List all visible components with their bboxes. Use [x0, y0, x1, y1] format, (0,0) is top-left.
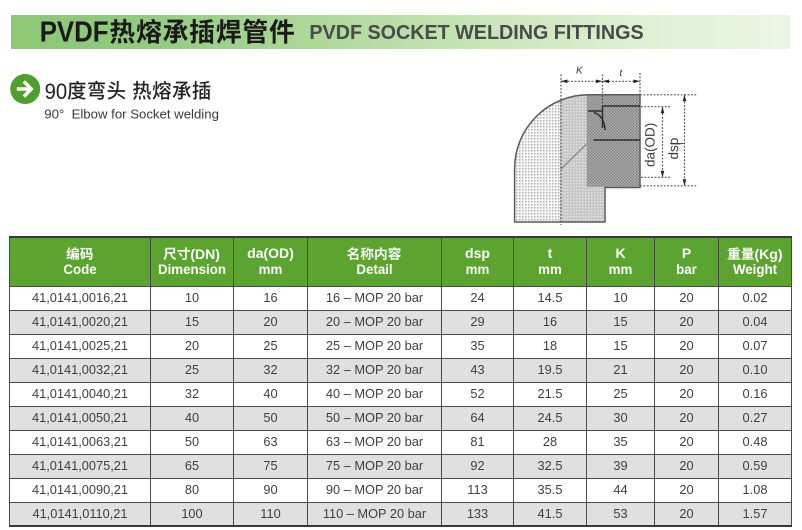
- svg-text:90: 90: [45, 79, 68, 104]
- svg-text:(DN): (DN): [190, 246, 220, 262]
- svg-text:PVDF SOCKET WELDING FITTINGS: PVDF SOCKET WELDING FITTINGS: [309, 21, 643, 43]
- svg-text:PVDF: PVDF: [40, 15, 109, 48]
- svg-text:90° Elbow for Socket welding: 90° Elbow for Socket welding: [44, 107, 219, 122]
- svg-text:(Kg): (Kg): [755, 246, 783, 262]
